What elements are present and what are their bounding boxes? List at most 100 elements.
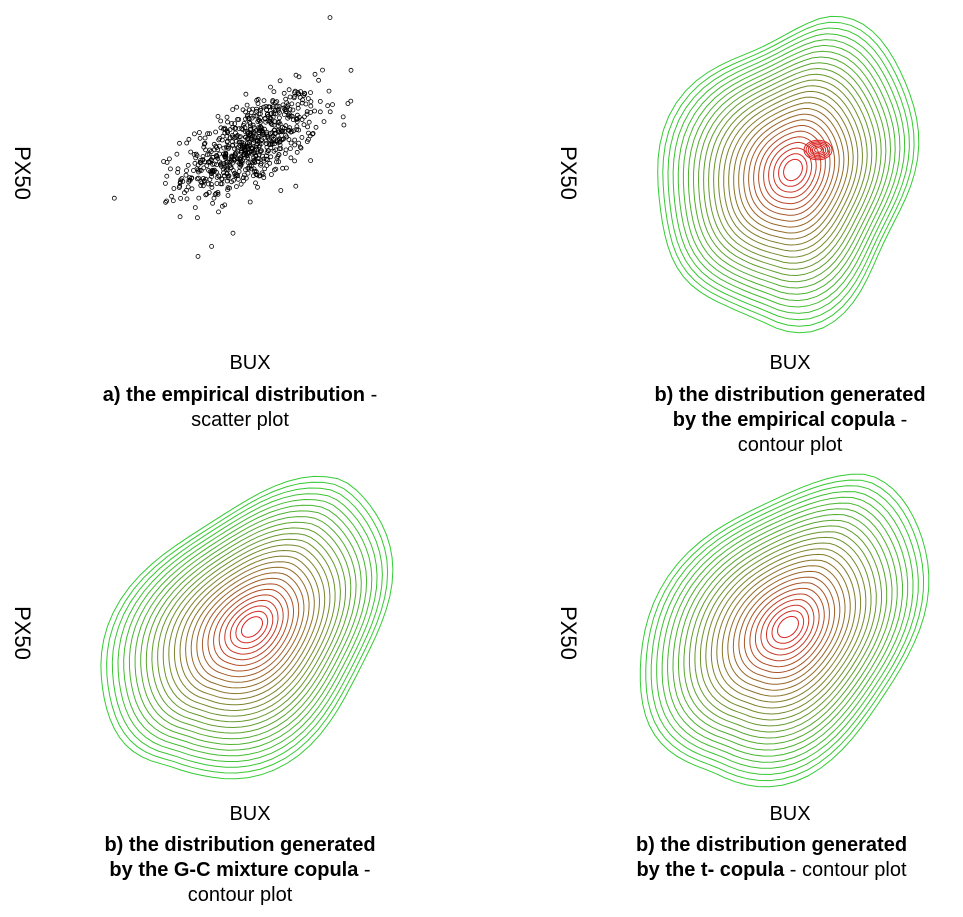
scatter-point: [274, 139, 280, 145]
scatter-point: [171, 186, 177, 191]
scatter-point: [256, 133, 262, 139]
scatter-point: [200, 157, 206, 163]
scatter-point: [281, 90, 287, 96]
scatter-point: [224, 114, 230, 120]
contour-line: [723, 90, 859, 252]
scatter-point: [226, 145, 231, 151]
contour-line: [753, 125, 831, 216]
scatter-point: [235, 132, 240, 138]
scatter-point: [213, 169, 219, 175]
contour-line: [771, 610, 805, 644]
scatter-point: [262, 116, 268, 122]
scatter-point: [202, 135, 208, 141]
scatter-point: [287, 125, 293, 131]
scatter-point: [215, 189, 221, 195]
scatter-point: [280, 165, 286, 171]
scatter-point: [215, 147, 221, 153]
scatter-point: [209, 243, 215, 249]
contour-line: [778, 153, 808, 187]
contour-line: [672, 33, 906, 314]
scatter-point: [198, 157, 203, 163]
scatter-point: [232, 170, 237, 176]
scatter-point: [285, 102, 291, 108]
caption-dash: -: [365, 384, 378, 406]
contour-line: [743, 113, 840, 228]
scatter-point: [201, 141, 207, 147]
scatter-point: [227, 127, 233, 133]
scatter-point: [186, 136, 192, 142]
scatter-point: [205, 159, 211, 165]
contour-line: [716, 553, 856, 703]
scatter-point: [224, 178, 230, 184]
scatter-point: [189, 175, 195, 181]
contour-line: [743, 582, 830, 673]
y-axis-label: PX50: [10, 606, 35, 660]
contour-line: [218, 594, 284, 661]
scatter-point: [274, 155, 280, 161]
scatter-point: [219, 203, 225, 209]
scatter-point: [219, 176, 225, 182]
scatter-point: [223, 154, 229, 160]
contour-line: [713, 79, 868, 264]
scatter-point: [256, 156, 262, 162]
scatter-point: [348, 98, 354, 104]
contour-line: [699, 536, 872, 721]
scatter-point: [194, 166, 200, 172]
scatter-point: [184, 196, 190, 202]
scatter-point: [308, 158, 314, 164]
scatter-point: [348, 67, 354, 73]
scatter-point: [271, 89, 277, 95]
contour-line: [134, 510, 362, 746]
scatter-point: [241, 121, 247, 126]
scatter-point: [272, 119, 278, 125]
contour-line: [733, 102, 850, 240]
scatter-point: [271, 148, 277, 154]
contour-line: [229, 605, 274, 650]
contour-line: [657, 15, 920, 334]
contour-line: [758, 130, 826, 210]
contour-line: [100, 475, 394, 780]
scatter-point: [277, 78, 283, 84]
scatter-point: [225, 187, 231, 193]
contour-plot-area: [618, 455, 963, 800]
scatter-point: [301, 122, 307, 128]
scatter-point: [296, 140, 302, 146]
scatter-point: [317, 109, 323, 115]
contour-line: [224, 599, 279, 655]
contour-line: [783, 158, 803, 182]
scatter-point: [248, 145, 254, 151]
x-axis-label: BUX: [229, 352, 271, 374]
scatter-point: [260, 172, 266, 177]
scatter-point: [265, 111, 271, 117]
scatter-point: [235, 117, 240, 122]
scatter-point: [282, 128, 287, 134]
scatter-point: [191, 168, 196, 173]
scatter-point: [217, 135, 223, 141]
contour-line: [809, 144, 827, 156]
scatter-point: [262, 166, 268, 172]
contour-plot-area: [618, 0, 963, 345]
scatter-point: [326, 88, 332, 94]
scatter-point: [219, 181, 225, 187]
scatter-point: [299, 134, 305, 140]
scatter-point: [210, 167, 215, 173]
scatter-point: [182, 190, 187, 196]
scatter-point: [258, 106, 264, 111]
contour-line: [128, 504, 368, 751]
contour-line: [683, 519, 888, 739]
scatter-point: [248, 110, 254, 115]
contour-line: [661, 496, 909, 763]
scatter-point: [205, 181, 211, 187]
caption-subtext: contour plot: [737, 434, 843, 456]
scatter-point: [261, 175, 267, 180]
contour-line: [703, 67, 878, 277]
scatter-point: [285, 112, 291, 118]
contour-line: [708, 73, 873, 270]
scatter-point: [250, 173, 256, 179]
scatter-point: [268, 172, 274, 177]
scatter-point: [243, 116, 248, 122]
scatter-point: [317, 99, 323, 104]
scatter-point: [305, 96, 311, 101]
scatter-point: [200, 183, 206, 189]
contour-line: [179, 555, 321, 700]
